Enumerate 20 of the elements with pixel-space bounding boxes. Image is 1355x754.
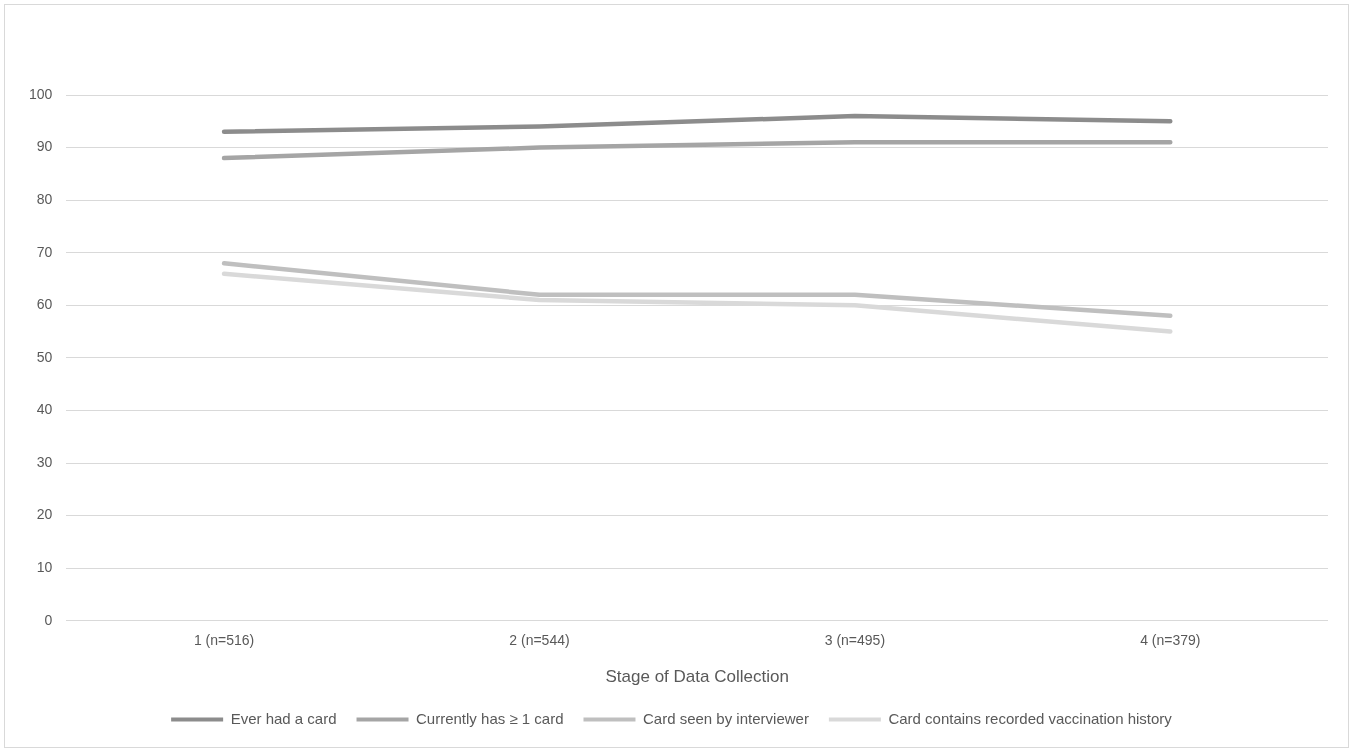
legend-label: Currently has ≥ 1 card: [416, 709, 564, 727]
y-tick-label: 90: [36, 138, 53, 155]
legend-label: Card contains recorded vaccination history: [888, 709, 1173, 727]
x-tick-label: 4 (n=379): [1140, 632, 1201, 649]
x-tick-label: 2 (n=544): [509, 632, 570, 649]
y-tick-label: 50: [36, 348, 53, 365]
x-axis-title: Stage of Data Collection: [605, 667, 789, 687]
x-tick-label: 3 (n=495): [824, 632, 886, 649]
y-tick-label: 30: [36, 453, 53, 470]
y-tick-label: 70: [36, 243, 53, 260]
y-tick-label: 10: [36, 559, 53, 576]
y-tick-label: 20: [36, 506, 53, 523]
x-tick-label: 1 (n=516): [193, 632, 255, 649]
legend-label: Card seen by interviewer: [642, 709, 809, 727]
y-tick-label: 100: [29, 85, 53, 102]
y-tick-label: 0: [44, 611, 53, 628]
y-tick-label: 60: [36, 296, 53, 313]
y-tick-label: 40: [36, 401, 53, 418]
legend-label: Ever had a card: [230, 709, 337, 727]
y-tick-label: 80: [36, 191, 53, 208]
